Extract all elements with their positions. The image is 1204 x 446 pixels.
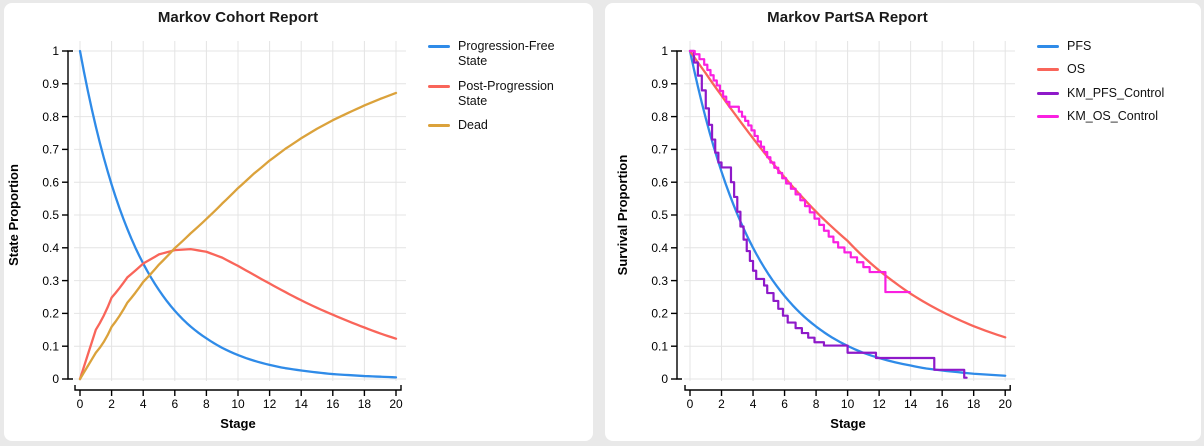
y-tick-label: 0: [661, 372, 668, 386]
series-KM_OS_Control: [688, 49, 911, 294]
legend-label: Post-Progression State: [458, 78, 554, 108]
legend-swatch: [1037, 68, 1059, 72]
y-tick-label: 0.3: [42, 274, 59, 288]
legend-swatch: [428, 45, 450, 48]
x-tick-label: 0: [77, 397, 84, 411]
legend-item-progression-free: Progression-Free State: [428, 39, 580, 70]
cohort-title: Markov Cohort Report: [157, 9, 319, 26]
partsa-plot-layer: 1 0.9 0.8 0.7 0.6 0.5 0.4 0.3 0.2 0.1 0 0 2 4 6 8 10 12 14…: [651, 41, 1015, 411]
y-tick-label: 0.4: [651, 241, 668, 255]
y-tick-label: 0.6: [651, 175, 668, 189]
legend-swatch: [1037, 45, 1059, 48]
y-tick-label: 0.5: [651, 208, 668, 222]
markov-cohort-chart: 1 0.9 0.8 0.7 0.6 0.5 0.4 0.3 0.2 0.1 0 0 2 4 6 8 10 12 14…: [6, 41, 406, 431]
y-tick-label: 0.3: [651, 274, 668, 288]
y-tick-label: 1: [52, 44, 59, 58]
y-tick-label: 0.4: [42, 241, 59, 255]
x-tick-label: 4: [140, 397, 147, 411]
y-tick-label: 0.1: [42, 339, 59, 353]
series-Post-Progression State: [78, 247, 398, 381]
x-tick-label: 20: [389, 397, 403, 411]
legend-swatch: [428, 124, 450, 127]
x-tick-label: 8: [813, 397, 820, 411]
legend-item-dead: Dead: [428, 118, 580, 133]
cohort-legend: Progression-Free State Post-Progression …: [428, 39, 580, 133]
x-tick-label: 16: [326, 397, 340, 411]
x-tick-label: 20: [999, 397, 1013, 411]
cohort-y-axis-label: State Proportion: [6, 164, 21, 266]
partsa-x-axis-label: Stage: [830, 416, 865, 431]
cohort-plot-layer: 1 0.9 0.8 0.7 0.6 0.5 0.4 0.3 0.2 0.1 0 0 2 4 6 8 10 12 14…: [42, 41, 406, 411]
legend-swatch: [1037, 114, 1059, 118]
legend-label: OS: [1067, 62, 1086, 77]
legend-item-km-pfs-control: KM_PFS_Control: [1037, 86, 1164, 101]
series-OS: [688, 49, 1007, 339]
legend-swatch: [428, 84, 450, 88]
y-tick-label: 0.7: [42, 143, 59, 157]
legend-label: Dead: [458, 118, 488, 132]
x-tick-label: 6: [781, 397, 788, 411]
y-axis-line: [676, 50, 682, 380]
x-tick-label: 10: [231, 397, 245, 411]
x-tick-label: 4: [750, 397, 757, 411]
series-Dead: [78, 91, 398, 381]
series-Progression-Free State: [78, 49, 398, 379]
markov-cohort-panel: 1 0.9 0.8 0.7 0.6 0.5 0.4 0.3 0.2 0.1 0 0 2 4 6 8 10 12 14…: [4, 3, 593, 441]
y-tick-label: 0.6: [42, 175, 59, 189]
y-tick-label: 0.9: [651, 77, 668, 91]
markov-partsa-panel: 1 0.9 0.8 0.7 0.6 0.5 0.4 0.3 0.2 0.1 0 0 2 4 6 8 10 12 14…: [605, 3, 1201, 441]
y-tick-label: 0: [52, 372, 59, 386]
legend-item-pfs: PFS: [1037, 39, 1164, 54]
legend-item-os: OS: [1037, 62, 1164, 77]
y-tick-label: 0.1: [651, 339, 668, 353]
x-tick-label: 0: [687, 397, 694, 411]
legend-swatch: [1037, 91, 1059, 95]
partsa-title: Markov PartSA Report: [767, 9, 928, 26]
x-axis-line: [684, 385, 1011, 391]
y-tick-label: 0.2: [651, 307, 668, 321]
x-tick-label: 2: [718, 397, 725, 411]
x-tick-label: 12: [872, 397, 886, 411]
x-tick-label: 14: [295, 397, 309, 411]
y-tick-label: 0.2: [42, 307, 59, 321]
x-tick-label: 6: [171, 397, 178, 411]
x-tick-label: 12: [263, 397, 277, 411]
y-tick-label: 1: [661, 44, 668, 58]
y-axis-line: [67, 50, 73, 380]
cohort-x-axis-label: Stage: [220, 416, 255, 431]
legend-item-km-os-control: KM_OS_Control: [1037, 109, 1164, 124]
x-tick-label: 18: [967, 397, 981, 411]
x-axis-line: [74, 385, 402, 391]
legend-item-post-progression: Post-Progression State: [428, 79, 580, 110]
y-tick-label: 0.9: [42, 77, 59, 91]
partsa-legend: PFS OS KM_PFS_Control KM_OS_Control: [1037, 39, 1164, 124]
y-tick-label: 0.8: [42, 110, 59, 124]
x-tick-label: 18: [358, 397, 372, 411]
x-tick-label: 2: [108, 397, 115, 411]
x-tick-label: 16: [935, 397, 949, 411]
legend-label: Progression-Free State: [458, 39, 555, 69]
series-KM_PFS_Control: [688, 49, 968, 379]
legend-label: KM_PFS_Control: [1067, 85, 1165, 100]
x-tick-label: 10: [841, 397, 855, 411]
y-tick-label: 0.5: [42, 208, 59, 222]
y-tick-label: 0.8: [651, 110, 668, 124]
markov-partsa-chart: 1 0.9 0.8 0.7 0.6 0.5 0.4 0.3 0.2 0.1 0 0 2 4 6 8 10 12 14…: [615, 41, 1015, 431]
partsa-y-axis-label: Survival Proportion: [615, 155, 630, 276]
legend-label: KM_OS_Control: [1067, 108, 1159, 123]
x-tick-label: 8: [203, 397, 210, 411]
y-tick-label: 0.7: [651, 143, 668, 157]
x-tick-label: 14: [904, 397, 918, 411]
legend-label: PFS: [1067, 39, 1092, 53]
